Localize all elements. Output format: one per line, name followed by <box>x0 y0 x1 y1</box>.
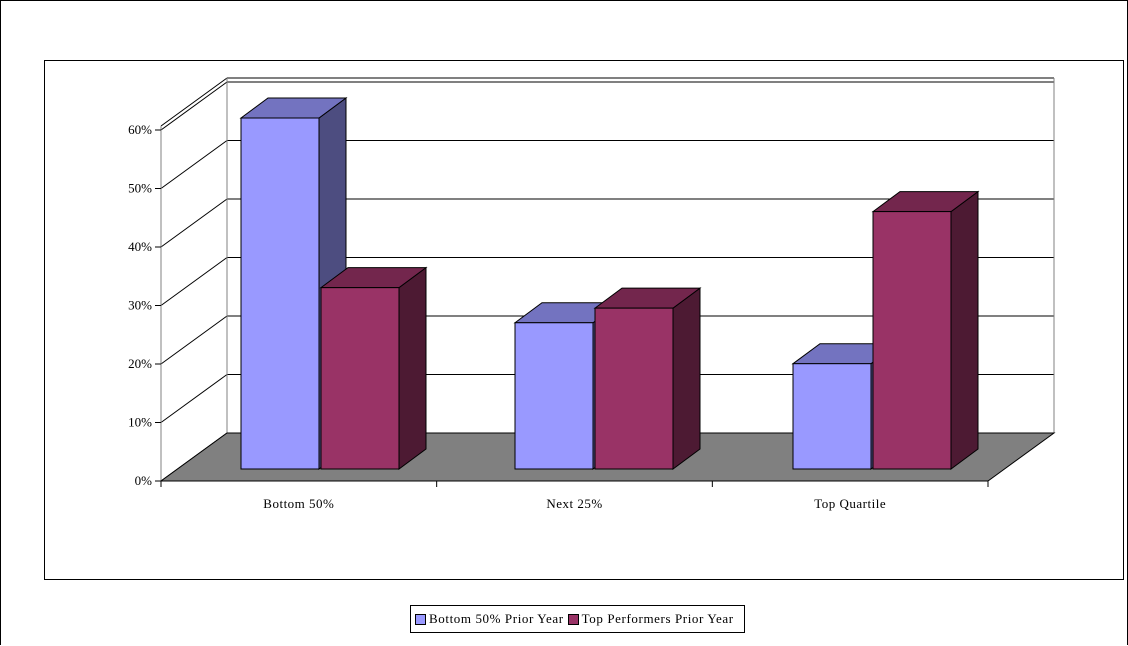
y-tick-label-5: 50% <box>128 181 152 196</box>
y-tick-label-3: 30% <box>128 298 152 313</box>
side-grid-2 <box>160 315 228 365</box>
legend-swatch-series-2 <box>567 613 579 625</box>
bar-1-1 <box>594 307 674 470</box>
bar-0-0 <box>240 117 320 470</box>
legend-label-series-2: Top Performers Prior Year <box>581 611 734 626</box>
legend-item-series-2: Top Performers Prior Year <box>567 611 734 627</box>
legend-label-series-1: Bottom 50% Prior Year <box>429 611 564 626</box>
y-tick-label-1: 10% <box>128 415 152 430</box>
bar-1-0 <box>514 322 594 470</box>
bar-side-1-1 <box>672 287 701 470</box>
bar-side-2-1 <box>950 190 979 470</box>
side-grid-5 <box>160 140 228 189</box>
y-tick-label-2: 20% <box>128 356 152 371</box>
x-category-label-2: Top Quartile <box>814 496 886 511</box>
chart-area: 0% 10% 20% 30% 40% 50% 60% Bottom 50% Next 25% To… <box>44 60 1124 633</box>
side-wall-top <box>160 77 228 127</box>
side-grid-3 <box>160 257 228 306</box>
y-tick-label-4: 40% <box>128 239 152 254</box>
bar-side-0-1 <box>398 266 427 470</box>
legend-swatch-series-1 <box>415 613 426 625</box>
y-tick-label-6: 60% <box>128 122 152 137</box>
legend-item-series-1: Bottom 50% Prior Year <box>415 611 564 627</box>
bar-0-1 <box>320 287 400 470</box>
side-grid-1 <box>160 374 228 423</box>
side-grid-6 <box>160 81 228 131</box>
x-category-label-1: Next 25% <box>546 496 602 511</box>
y-tick-label-0: 0% <box>135 473 153 488</box>
side-grid-4 <box>160 198 228 248</box>
x-category-label-0: Bottom 50% <box>263 496 334 511</box>
bar-2-1 <box>872 211 952 470</box>
chart-legend: Bottom 50% Prior Year Top Performers Pri… <box>410 605 745 633</box>
bar-chart-3d: 0% 10% 20% 30% 40% 50% 60% Bottom 50% Next 25% To… <box>128 77 1056 511</box>
bar-2-0 <box>792 363 872 470</box>
